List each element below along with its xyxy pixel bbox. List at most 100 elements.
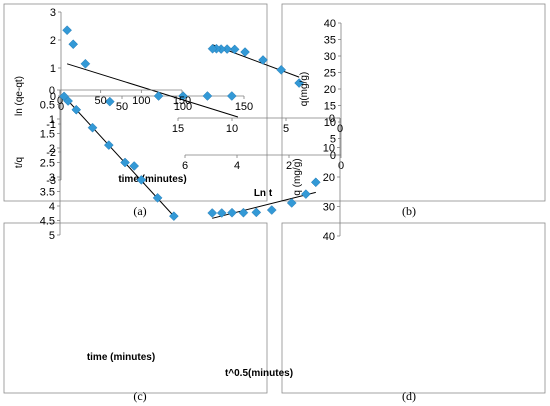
data-point bbox=[152, 193, 163, 203]
x-tick-label: 100 bbox=[174, 101, 192, 113]
x-tick-label: 15 bbox=[172, 123, 184, 135]
data-point bbox=[136, 175, 147, 185]
data-point bbox=[169, 211, 179, 222]
x-tick-label: 2 bbox=[286, 160, 292, 172]
y-axis-title: ln (qe-qt) bbox=[14, 76, 25, 116]
y-tick-label: 30 bbox=[323, 202, 335, 214]
y-tick-label: 1.5 bbox=[40, 129, 55, 141]
data-point bbox=[207, 208, 218, 218]
x-tick-label: 10 bbox=[226, 123, 238, 135]
data-point bbox=[276, 65, 287, 75]
x-tick-label: 50 bbox=[95, 95, 107, 107]
y-tick-label: -1 bbox=[46, 119, 56, 131]
x-axis-title: time (minutes) bbox=[87, 352, 155, 363]
y-tick-label: 5 bbox=[330, 134, 336, 146]
y-tick-label: 2.5 bbox=[40, 158, 55, 170]
data-point bbox=[68, 39, 79, 50]
y-tick-label: 0 bbox=[50, 91, 56, 103]
data-point bbox=[266, 205, 277, 215]
chart-frame bbox=[281, 222, 546, 394]
y-tick-label: 10 bbox=[323, 143, 335, 155]
data-point bbox=[227, 207, 237, 218]
x-tick-label: 0 bbox=[337, 123, 343, 135]
y-tick-label: 15 bbox=[324, 101, 336, 113]
y-axis-title: t/q bbox=[14, 157, 25, 168]
x-tick-label: 100 bbox=[132, 95, 150, 107]
y-tick-label: 1 bbox=[50, 63, 56, 75]
y-tick-label: 20 bbox=[323, 172, 335, 184]
y-tick-label: 30 bbox=[324, 51, 336, 63]
y-tick-label: 0 bbox=[330, 150, 336, 162]
data-point bbox=[207, 43, 218, 54]
y-axis-title: q (mg/g) bbox=[292, 158, 303, 195]
y-tick-label: 40 bbox=[324, 18, 336, 30]
data-point bbox=[251, 207, 262, 218]
x-tick-label: 0 bbox=[57, 95, 63, 107]
x-tick-label: 4 bbox=[234, 160, 240, 172]
data-point bbox=[301, 189, 311, 199]
y-tick-label: -3 bbox=[46, 175, 56, 187]
data-point bbox=[63, 96, 73, 106]
chart-frame bbox=[281, 3, 546, 202]
panel-caption: (a) bbox=[133, 204, 146, 218]
data-point bbox=[310, 177, 321, 188]
data-point bbox=[153, 91, 164, 101]
y-tick-label: 3 bbox=[50, 7, 56, 19]
data-point bbox=[294, 78, 304, 88]
y-tick-label: 2 bbox=[50, 35, 56, 47]
data-point bbox=[240, 47, 250, 57]
y-tick-label: 4 bbox=[49, 201, 55, 213]
data-point bbox=[62, 25, 72, 36]
chart-frame bbox=[3, 222, 268, 394]
y-tick-label: 40 bbox=[323, 231, 335, 243]
y-tick-label: 25 bbox=[324, 68, 336, 80]
data-point bbox=[226, 91, 237, 101]
panel-caption: (b) bbox=[402, 204, 416, 218]
x-axis-title: time (minutes) bbox=[118, 174, 186, 185]
data-point bbox=[216, 208, 227, 218]
y-tick-label: 20 bbox=[324, 84, 336, 96]
data-point bbox=[80, 58, 91, 69]
y-tick-label: 0 bbox=[329, 113, 335, 125]
data-point bbox=[286, 198, 297, 208]
y-tick-label: 2 bbox=[49, 143, 55, 155]
data-point bbox=[129, 161, 140, 171]
y-tick-label: 4.5 bbox=[40, 216, 55, 228]
y-tick-label: 0 bbox=[49, 85, 55, 97]
y-axis-title: q(mg/g) bbox=[299, 72, 310, 106]
y-tick-label: 0.5 bbox=[40, 100, 55, 112]
y-tick-label: 5 bbox=[49, 230, 55, 242]
y-tick-label: 10 bbox=[324, 117, 336, 129]
panel-caption: (d) bbox=[402, 389, 416, 403]
x-tick-label: 150 bbox=[235, 101, 253, 113]
data-point bbox=[238, 207, 249, 218]
x-tick-label: 0 bbox=[58, 101, 64, 113]
x-tick-label: 6 bbox=[182, 160, 188, 172]
data-point bbox=[202, 91, 213, 101]
y-tick-label: 35 bbox=[324, 35, 336, 47]
y-tick-label: 1 bbox=[49, 114, 55, 126]
x-axis-title: t^0.5(minutes) bbox=[225, 368, 293, 379]
data-point bbox=[229, 44, 240, 55]
x-tick-label: 5 bbox=[283, 123, 289, 135]
data-point bbox=[87, 122, 98, 133]
x-tick-label: 150 bbox=[173, 95, 191, 107]
data-point bbox=[103, 140, 114, 150]
data-point bbox=[178, 91, 188, 101]
y-tick-label: -2 bbox=[46, 147, 56, 159]
panel-caption: (c) bbox=[133, 389, 146, 403]
y-tick-label: 3.5 bbox=[40, 187, 55, 199]
data-point bbox=[258, 55, 268, 65]
x-tick-label: 0 bbox=[338, 160, 344, 172]
data-point bbox=[71, 104, 82, 115]
y-tick-label: 3 bbox=[49, 172, 55, 184]
x-tick-label: 50 bbox=[116, 101, 128, 113]
x-axis-title: Ln t bbox=[254, 188, 273, 199]
data-point bbox=[104, 96, 115, 107]
data-point bbox=[120, 157, 130, 168]
